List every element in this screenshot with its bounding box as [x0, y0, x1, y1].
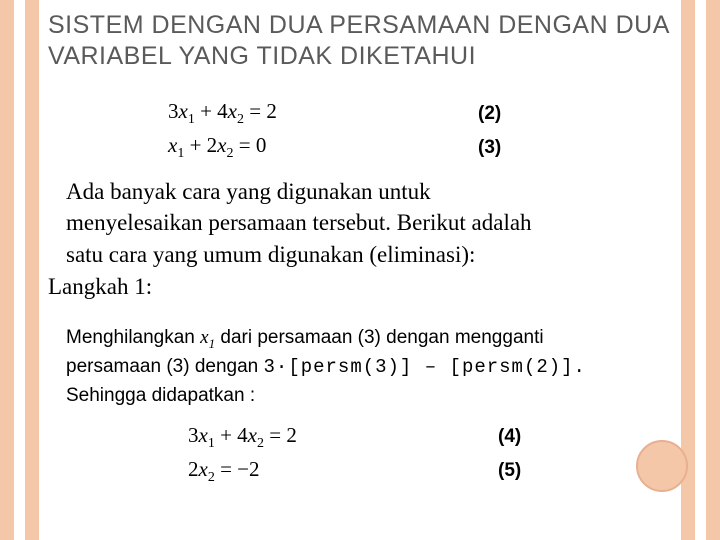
slide-content: SISTEM DENGAN DUA PERSAMAAN DENGAN DUA V… [48, 10, 672, 490]
step-line-2: persamaan (3) dengan 3·[persm(3)] – [per… [66, 353, 672, 382]
step-part2: dari persamaan (3) dengan mengganti [215, 327, 543, 348]
equation-5-math: 2x2 = −2 [188, 457, 498, 486]
equation-3-label: (3) [478, 137, 501, 159]
decor-stripe-left-1 [0, 0, 14, 540]
step-x1: x1 [200, 327, 215, 348]
paragraph-line-3: satu cara yang umum digunakan (eliminasi… [66, 240, 672, 270]
equation-3: x1 + 2x2 = 0 (3) [168, 133, 672, 163]
equation-5-label: (5) [498, 460, 521, 482]
decor-stripe-right-2 [706, 0, 720, 540]
equation-2-math: 3x1 + 4x2 = 2 [168, 99, 478, 128]
step-line2a: persamaan (3) dengan [66, 356, 264, 377]
equation-5: 2x2 = −2 (5) [188, 456, 672, 486]
step-block: Menghilangkan x1 dari persamaan (3) deng… [66, 324, 672, 410]
step-part1: Menghilangkan [66, 327, 200, 348]
equation-block-2: 3x1 + 4x2 = 2 (4) 2x2 = −2 (5) [188, 422, 672, 486]
equation-4-label: (4) [498, 426, 521, 448]
slide-title: SISTEM DENGAN DUA PERSAMAAN DENGAN DUA V… [48, 10, 672, 73]
equation-block-1: 3x1 + 4x2 = 2 (2) x1 + 2x2 = 0 (3) [168, 99, 672, 163]
langkah-label: Langkah 1: [48, 272, 672, 302]
step-mono: 3·[persm(3)] – [persm(2)]. [264, 356, 586, 378]
equation-2-label: (2) [478, 103, 501, 125]
equation-4-math: 3x1 + 4x2 = 2 [188, 423, 498, 452]
equation-2: 3x1 + 4x2 = 2 (2) [168, 99, 672, 129]
equation-3-math: x1 + 2x2 = 0 [168, 133, 478, 162]
paragraph-line-1: Ada banyak cara yang digunakan untuk [66, 177, 672, 207]
paragraph-line-2: menyelesaikan persamaan tersebut. Beriku… [66, 208, 672, 238]
equation-4: 3x1 + 4x2 = 2 (4) [188, 422, 672, 452]
decor-stripe-left-2 [25, 0, 39, 540]
step-line-3: Sehingga didapatkan : [66, 382, 672, 411]
step-line-1: Menghilangkan x1 dari persamaan (3) deng… [66, 324, 672, 353]
